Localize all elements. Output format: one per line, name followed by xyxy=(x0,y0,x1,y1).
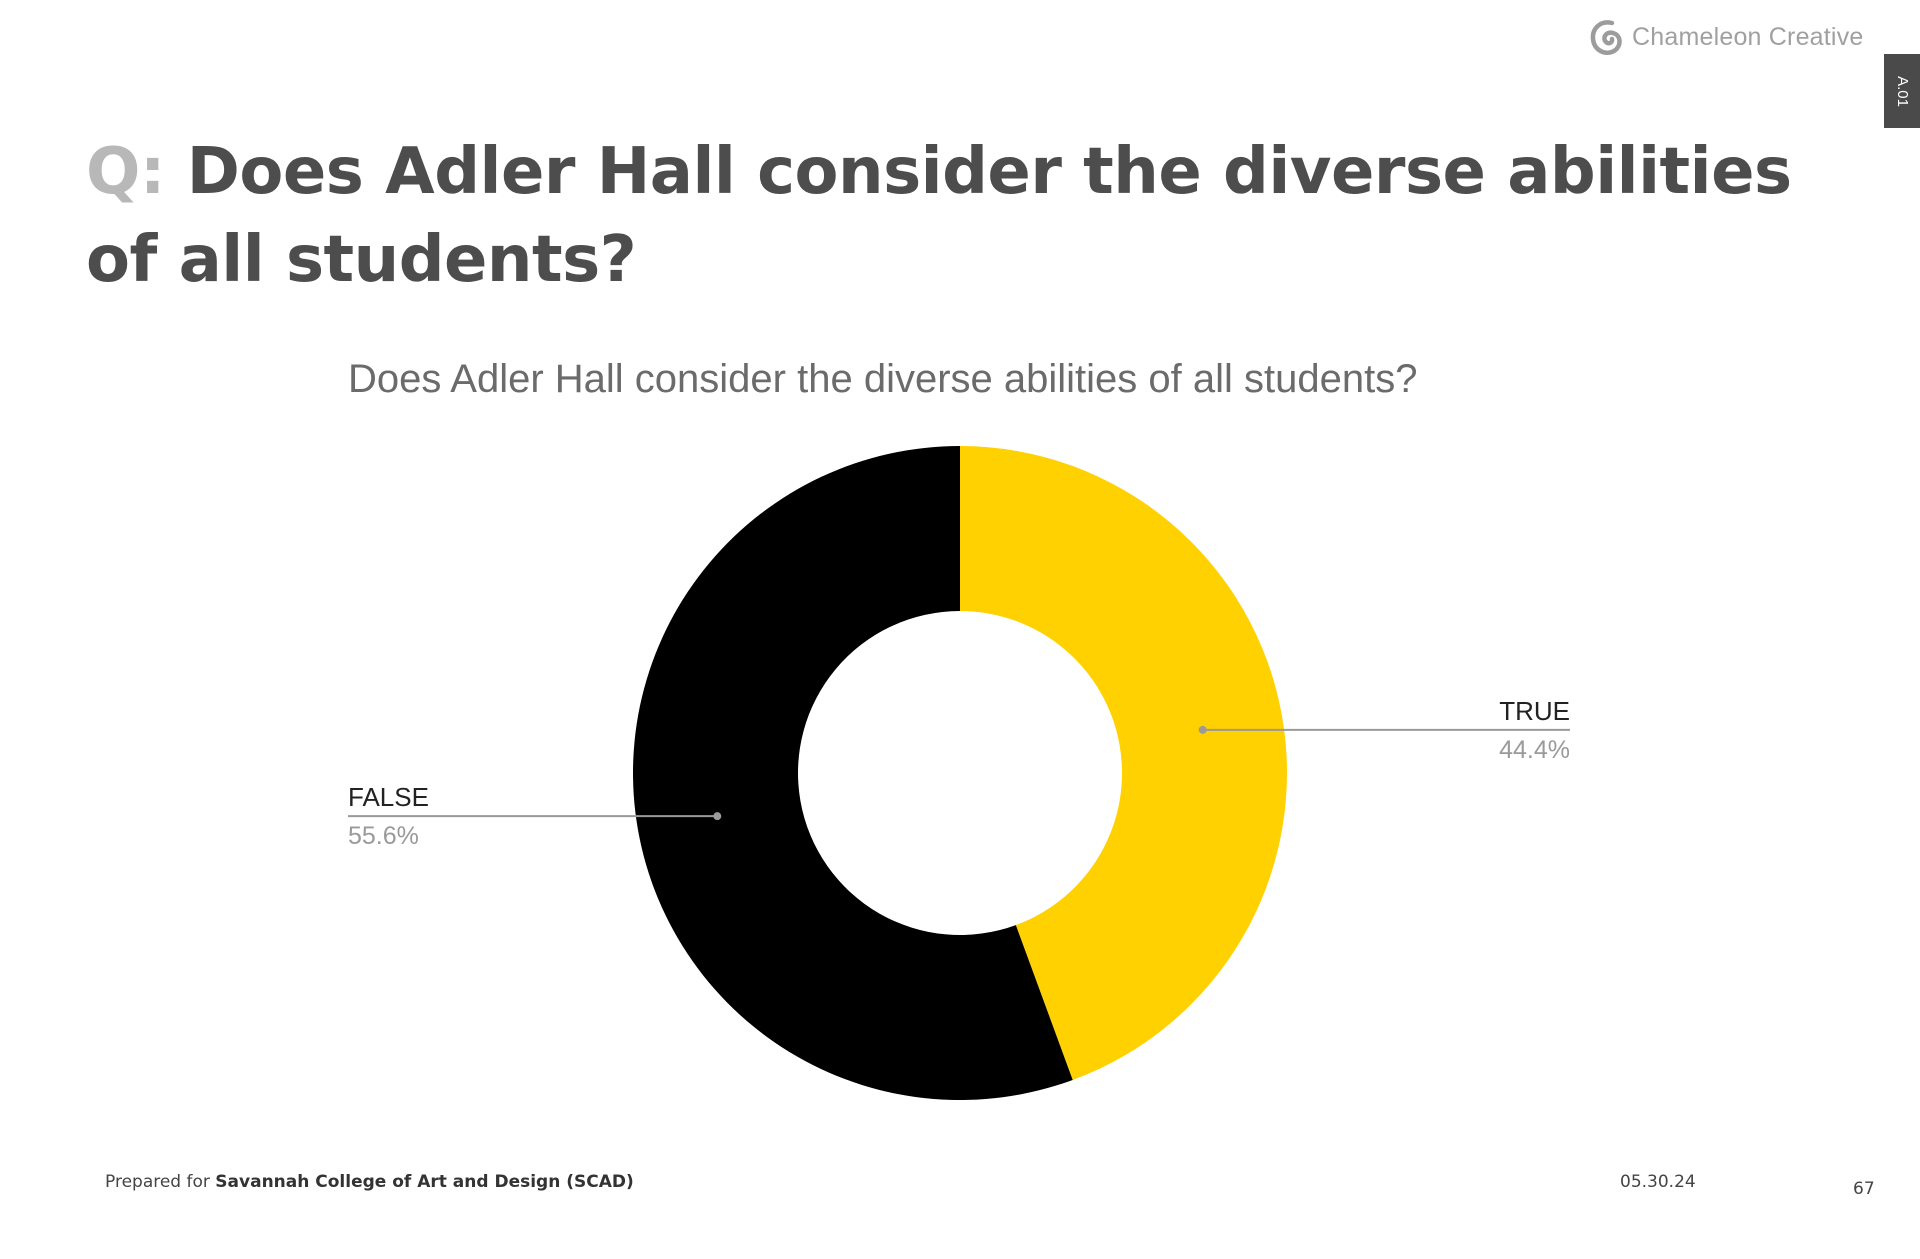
footer-date: 05.30.24 xyxy=(1620,1172,1696,1192)
section-tab: A.01 xyxy=(1884,54,1920,128)
slice-false xyxy=(632,446,1073,1100)
donut-chart: Does Adler Hall consider the diverse abi… xyxy=(348,357,1570,1100)
brand-logo: Chameleon Creative xyxy=(1588,12,1864,62)
section-tab-label: A.01 xyxy=(1893,75,1911,107)
slice-value-true: 44.4% xyxy=(1499,736,1570,764)
page-number: 67 xyxy=(1853,1179,1875,1199)
spiral-icon xyxy=(1590,20,1622,56)
slice-label-true: TRUE xyxy=(1499,696,1570,726)
client-name: Savannah College of Art and Design (SCAD… xyxy=(215,1172,634,1192)
question-text: Does Adler Hall consider the diverse abi… xyxy=(86,135,1792,297)
question-prefix: Q: xyxy=(86,135,166,209)
leader-dot-false xyxy=(713,812,722,821)
chart-card: Does Adler Hall consider the diverse abi… xyxy=(310,330,1616,1146)
slice-true xyxy=(960,446,1287,1080)
footer-prepared-for: Prepared for Savannah College of Art and… xyxy=(105,1172,634,1192)
leader-dot-true xyxy=(1198,725,1207,734)
slice-value-false: 55.6% xyxy=(348,822,419,850)
brand-name: Chameleon Creative xyxy=(1632,22,1864,51)
prepared-for-prefix: Prepared for xyxy=(105,1172,210,1192)
chart-title: Does Adler Hall consider the diverse abi… xyxy=(348,357,1417,401)
page-title: Q: Does Adler Hall consider the diverse … xyxy=(86,128,1826,304)
slice-label-false: FALSE xyxy=(348,782,429,812)
